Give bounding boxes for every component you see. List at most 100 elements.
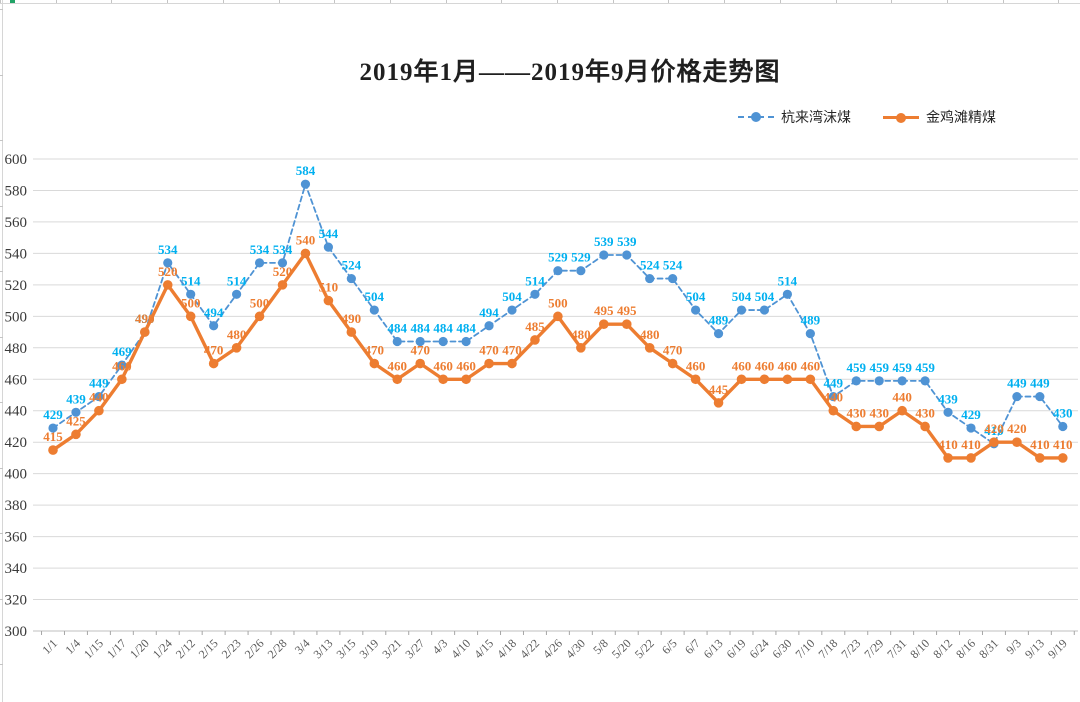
y-axis-tick-label: 340 [5, 561, 28, 577]
series-1-data-label: 504 [732, 289, 752, 304]
legend-item-series-1[interactable]: 杭来湾沫煤 [738, 107, 851, 127]
x-axis-tick-label: 8/12 [930, 636, 955, 661]
sheet-column-tick [55, 0, 57, 3]
x-axis-tick-label: 7/23 [838, 636, 863, 661]
series-1-marker [277, 258, 288, 268]
series-2-marker [231, 343, 242, 353]
y-axis-tick-label: 460 [5, 372, 28, 388]
series-1-data-label: 459 [847, 360, 867, 375]
series-2-data-label: 410 [1053, 437, 1073, 452]
series-2-data-label: 470 [204, 343, 224, 358]
sheet-column-tick [1058, 0, 1060, 3]
series-1-marker [736, 305, 747, 315]
series-2-marker [94, 405, 104, 416]
series-2-data-label: 480 [227, 327, 247, 342]
x-axis-tick-label: 1/4 [62, 636, 83, 657]
sheet-column-tick [111, 0, 113, 3]
series-2-data-label: 495 [594, 303, 614, 318]
series-2-marker [185, 311, 196, 322]
y-axis-tick-label: 520 [5, 278, 28, 294]
series-2-data-label: 500 [181, 295, 201, 310]
x-axis-tick-label: 9/19 [1045, 636, 1070, 661]
series-2-data-label: 460 [755, 358, 775, 373]
series-1-marker [897, 376, 907, 386]
series-2-marker [507, 358, 517, 369]
series-1-marker [668, 273, 678, 284]
x-axis-tick-label: 6/30 [770, 636, 795, 661]
sheet-column-tick [167, 0, 169, 3]
x-axis-tick-label: 2/12 [173, 636, 198, 661]
series-1-data-label: 524 [640, 258, 660, 273]
x-axis-tick-label: 5/22 [632, 636, 657, 661]
series-1-marker [209, 321, 219, 331]
series-1-data-label: 449 [1007, 376, 1027, 391]
series-1-marker [759, 305, 770, 315]
y-axis-tick-label: 360 [5, 530, 28, 546]
series-1-marker [346, 273, 356, 284]
x-axis-tick-label: 3/21 [379, 636, 404, 661]
series-1-data-label: 429 [961, 407, 981, 422]
series-1-marker [117, 360, 127, 370]
dashed-line-marker-icon [738, 112, 774, 122]
sheet-column-tick [835, 0, 837, 3]
sheet-column-tick [946, 0, 948, 3]
x-axis-tick-label: 1/15 [81, 636, 106, 661]
series-2-data-label: 460 [433, 358, 453, 373]
series-2-marker [484, 358, 494, 369]
series-2-data-label: 415 [43, 429, 63, 444]
x-axis-tick-label: 4/3 [430, 636, 451, 657]
x-axis-tick-label: 8/16 [953, 636, 978, 661]
series-2-marker [621, 319, 632, 330]
sheet-column-tick [891, 0, 893, 3]
legend-item-series-2[interactable]: 金鸡滩精煤 [883, 107, 996, 127]
x-axis-tick-label: 9/13 [1022, 636, 1047, 661]
sheet-row-tick [0, 664, 3, 665]
series-2-data-label: 410 [938, 437, 958, 452]
series-2-data-label: 510 [319, 280, 339, 295]
series-2-marker [759, 374, 770, 385]
series-1-data-label: 514 [227, 273, 247, 288]
series-2-marker [1058, 453, 1068, 463]
series-1-marker [300, 179, 311, 189]
series-1-marker [507, 305, 517, 315]
series-1-marker [392, 336, 402, 347]
series-1-data-label: 504 [755, 289, 775, 304]
series-1-marker [622, 250, 632, 260]
series-1-marker [71, 407, 81, 417]
series-2-marker [323, 295, 334, 306]
series-2-marker [897, 405, 907, 416]
y-axis-tick-label: 480 [5, 341, 28, 357]
series-1-data-label: 484 [433, 321, 453, 336]
series-2-marker [369, 358, 380, 369]
series-2-marker [530, 335, 540, 345]
sheet-column-tick [557, 0, 558, 3]
series-1-data-label: 524 [663, 258, 683, 273]
x-axis-tick-label: 2/28 [265, 636, 290, 661]
series-1-data-label: 439 [938, 391, 958, 406]
x-axis-tick-label: 3/15 [333, 636, 358, 661]
series-1-data-label: 504 [365, 289, 385, 304]
x-axis-tick-label: 9/3 [1003, 636, 1024, 657]
series-2-data-label: 495 [617, 303, 637, 318]
series-1-data-label: 489 [801, 313, 821, 328]
series-1-data-label: 459 [915, 360, 935, 375]
sheet-row-tick [0, 140, 3, 141]
series-1-data-label: 439 [66, 391, 86, 406]
x-axis-tick-label: 4/15 [471, 636, 496, 661]
series-1-data-label: 539 [617, 234, 637, 249]
series-2-marker [254, 311, 265, 322]
series-2-marker [415, 358, 426, 369]
x-axis-tick-label: 5/20 [609, 636, 634, 661]
sheet-left-edge [2, 0, 3, 702]
series-1-data-label: 514 [181, 273, 201, 288]
series-1-marker [1035, 391, 1045, 402]
series-2-data-label: 460 [112, 358, 132, 373]
series-1-data-label: 484 [388, 321, 408, 336]
series-2-data-label: 520 [273, 264, 293, 279]
series-1-marker [254, 258, 265, 268]
series-1-marker [645, 273, 655, 284]
series-1-data-label: 529 [548, 250, 568, 265]
series-1-data-label: 504 [502, 289, 522, 304]
series-1-marker [530, 289, 540, 299]
x-axis-tick-label: 6/5 [659, 636, 680, 657]
